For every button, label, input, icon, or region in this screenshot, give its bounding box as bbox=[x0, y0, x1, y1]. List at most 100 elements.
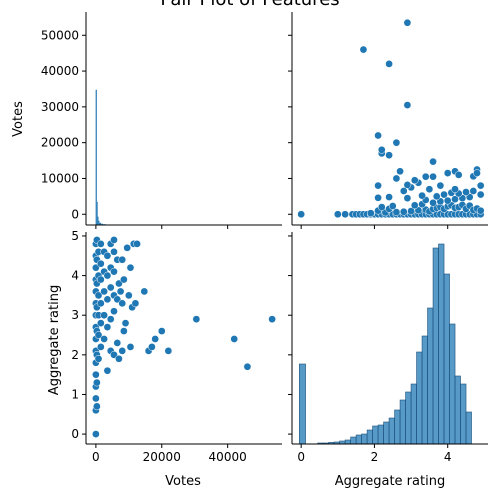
scatter-point bbox=[126, 343, 135, 351]
scatter-point bbox=[399, 187, 408, 195]
scatter-point bbox=[100, 287, 108, 296]
rating-y-tick-label: 0 bbox=[71, 427, 79, 441]
scatter-point bbox=[374, 181, 382, 190]
scatter-point bbox=[103, 366, 112, 375]
scatter-point bbox=[462, 188, 470, 196]
scatter-point bbox=[118, 255, 127, 264]
scatter-point bbox=[333, 210, 342, 219]
histogram-bar bbox=[344, 439, 351, 445]
histogram-bar bbox=[372, 425, 379, 445]
scatter-point bbox=[403, 101, 412, 109]
scatter-point bbox=[151, 335, 160, 343]
scatter-point bbox=[115, 354, 123, 363]
scatter-point bbox=[93, 402, 101, 411]
scatter-point bbox=[110, 307, 118, 316]
y-axis-label-aggregate-rating: Aggregate rating bbox=[47, 285, 62, 395]
scatter-point bbox=[341, 210, 349, 219]
histogram-bar bbox=[405, 391, 412, 445]
rating-x-tick-label: 0 bbox=[297, 450, 305, 464]
scatter-point bbox=[436, 181, 445, 190]
votes-y-tick-label: 20000 bbox=[41, 136, 79, 150]
scatter-point bbox=[106, 283, 115, 292]
scatter-point bbox=[118, 299, 127, 308]
x-axis-label-aggregate-rating: Aggregate rating bbox=[335, 474, 445, 489]
scatter-point bbox=[94, 354, 103, 363]
scatter-point bbox=[432, 192, 441, 201]
scatter-point bbox=[410, 201, 419, 210]
scatter-point bbox=[443, 169, 452, 177]
scatter-point bbox=[374, 131, 382, 140]
scatter-point bbox=[96, 240, 105, 248]
scatter-point bbox=[385, 193, 393, 201]
scatter-point bbox=[103, 295, 112, 304]
rating-y-tick-label: 2 bbox=[71, 348, 79, 362]
scatter-point bbox=[93, 378, 101, 387]
scatter-point bbox=[429, 198, 437, 207]
scatter-point bbox=[96, 319, 105, 327]
histogram-bar bbox=[388, 417, 395, 445]
scatter-point bbox=[110, 236, 118, 244]
votes-y-tick-label: 30000 bbox=[41, 100, 79, 114]
panel-votes-rating: 0 1 2 3 4 5 0 20000 40000 bbox=[71, 229, 282, 464]
histogram-bar bbox=[465, 411, 472, 445]
histogram-bar bbox=[416, 351, 423, 445]
histogram-bar bbox=[449, 323, 456, 445]
scatter-point bbox=[100, 335, 108, 343]
scatter-point bbox=[106, 315, 115, 324]
scatter-point bbox=[94, 291, 103, 300]
scatter-point bbox=[118, 347, 127, 355]
panel-rating-rating: 0 2 4 bbox=[288, 232, 488, 464]
scatter-point bbox=[100, 311, 108, 320]
scatter-point bbox=[429, 172, 437, 181]
histogram-bar bbox=[438, 243, 445, 445]
rating-x-tick-label: 4 bbox=[444, 450, 452, 464]
scatter-point bbox=[476, 181, 485, 190]
panel-rating-votes bbox=[288, 12, 488, 229]
scatter-point bbox=[443, 196, 452, 205]
histogram-bar bbox=[361, 433, 368, 445]
scatter-point bbox=[297, 210, 306, 219]
histogram-bar bbox=[394, 409, 401, 445]
scatter-point bbox=[110, 267, 118, 276]
rating-y-tick-label: 3 bbox=[71, 308, 79, 322]
scatter-point bbox=[113, 339, 122, 347]
scatter-point bbox=[388, 202, 397, 210]
scatter-point bbox=[392, 174, 401, 183]
scatter-point bbox=[366, 209, 375, 218]
scatter-point bbox=[418, 191, 426, 200]
scatter-point bbox=[94, 331, 103, 339]
rating-x-tick-label: 2 bbox=[371, 450, 379, 464]
scatter-point bbox=[92, 394, 100, 403]
scatter-point bbox=[140, 287, 149, 296]
scatter-point bbox=[476, 206, 485, 215]
scatter-point bbox=[451, 185, 459, 194]
scatter-point bbox=[429, 157, 437, 166]
scatter-point bbox=[110, 247, 118, 256]
chart-title: Pair Plot of Features bbox=[160, 0, 339, 10]
scatter-point bbox=[385, 60, 393, 68]
scatter-point bbox=[403, 18, 412, 27]
votes-y-tick-label: 0 bbox=[71, 207, 79, 221]
histogram-bar bbox=[454, 375, 461, 445]
scatter-point bbox=[230, 335, 239, 343]
histogram-bar bbox=[377, 424, 384, 445]
scatter-point bbox=[243, 362, 252, 371]
histogram-bar bbox=[427, 307, 434, 445]
scatter-point bbox=[131, 299, 140, 308]
scatter-point bbox=[120, 327, 128, 335]
scatter-point bbox=[123, 244, 132, 252]
histogram-bar bbox=[443, 273, 450, 445]
scatter-point bbox=[103, 251, 112, 260]
scatter-point bbox=[103, 323, 112, 331]
scatter-point bbox=[148, 343, 156, 351]
histogram-bar bbox=[421, 335, 428, 445]
scatter-point bbox=[374, 193, 382, 202]
scatter-point bbox=[192, 315, 201, 324]
scatter-point bbox=[96, 275, 105, 284]
scatter-point bbox=[120, 275, 128, 284]
scatter-point bbox=[396, 167, 404, 176]
scatter-point bbox=[476, 190, 485, 199]
scatter-point bbox=[440, 190, 448, 199]
scatter-point bbox=[92, 430, 100, 438]
